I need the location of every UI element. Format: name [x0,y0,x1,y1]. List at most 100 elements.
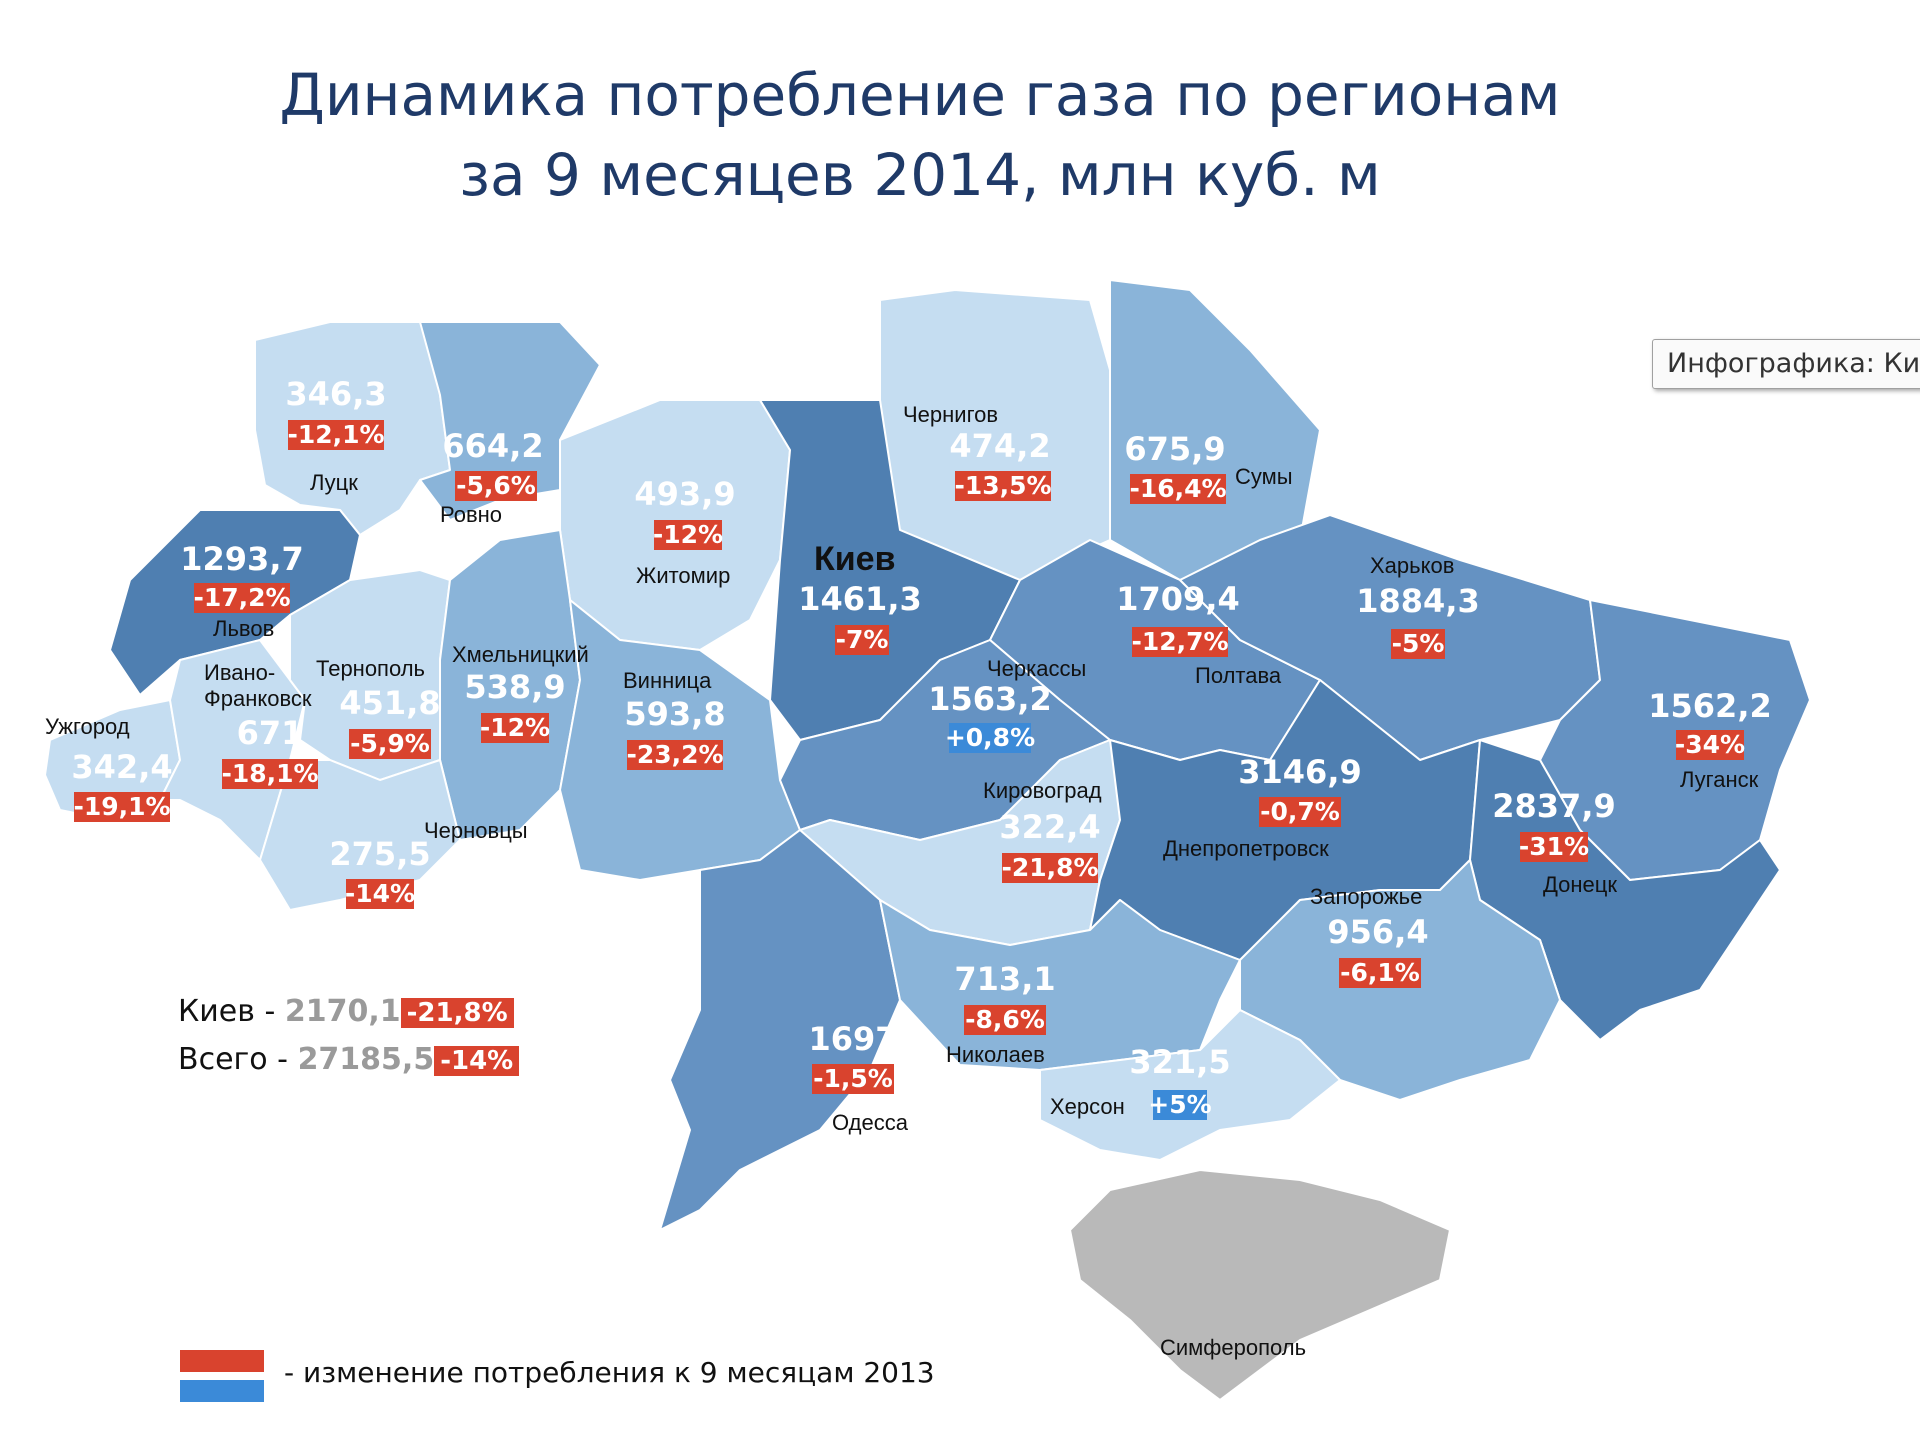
change-badge [1520,832,1588,862]
change-badge [222,759,318,789]
change-badge-text: +0,8% [945,723,1035,752]
change-badge [627,740,723,770]
change-badge-text: -12,7% [1131,627,1228,656]
region-value: 451,8 [339,684,440,722]
city-label: Харьков [1370,553,1454,578]
change-badge [955,471,1051,501]
region-value: 538,9 [464,668,565,706]
change-badge-text: -14% [345,879,415,908]
change-badge-text: -18,1% [221,759,318,788]
change-badge-text: -12,1% [287,420,384,449]
city-label: Тернополь [316,656,425,681]
city-label: Николаев [946,1042,1045,1067]
city-label: Ужгород [45,714,130,739]
infographic-tooltip: Инфографика: Ки [1652,339,1920,389]
legend-swatch-increase [180,1380,264,1402]
city-label: Винница [623,668,712,693]
change-badge-text: +5% [1148,1090,1211,1119]
region-24 [1039,1009,1341,1161]
change-badge [74,792,170,822]
change-badge-text: -16,4% [1129,474,1226,503]
city-label: Херсон [1050,1094,1125,1119]
city-label: Запорожье [1310,884,1422,909]
region-value: 1563,2 [928,680,1051,718]
summary-total-change: -14% [434,1046,520,1076]
change-badge [455,471,537,501]
region-value: 1709,4 [1116,580,1239,618]
change-badge-text: -13,5% [954,471,1051,500]
city-label: Черновцы [424,818,528,843]
map-title: Динамика потребление газа по регионам за… [0,55,1840,215]
city-label: Чернигов [903,402,998,427]
change-badge-text: -6,1% [1340,958,1420,987]
change-badge-text: -31% [1519,832,1589,861]
legend-text: - изменение потребления к 9 месяцам 2013 [284,1356,935,1389]
region-22 [659,829,901,1231]
change-badge-text: -8,6% [965,1005,1045,1034]
change-badge-text: -34% [1675,730,1745,759]
city-label: Черкассы [987,656,1086,681]
city-label: Франковск [204,686,312,711]
change-badge-text: -17,2% [193,583,290,612]
city-label: Киев [814,540,895,578]
city-label: Симферополь [1160,1335,1306,1360]
change-badge [481,713,549,743]
change-badge-text: -5,9% [350,729,430,758]
title-line-2: за 9 месяцев 2014, млн куб. м [459,141,1381,209]
city-label: Хмельницкий [452,642,589,667]
city-label: Одесса [832,1110,909,1135]
city-label: Ровно [440,502,502,527]
region-labels: Луцк 346,3 -12,1% Ровно 664,2 -5,6% Житомир 493… [45,375,1772,1360]
change-badge [1130,474,1226,504]
summary-total-value: 27185,5 [297,1042,435,1077]
change-badge [1676,730,1744,760]
region-value: 1562,2 [1648,687,1771,725]
city-label: Львов [213,616,274,641]
change-badge [1002,853,1098,883]
title-line-1: Динамика потребление газа по регионам [279,61,1561,129]
city-label: Луганск [1680,767,1759,792]
change-badge-text: -1,5% [813,1064,893,1093]
city-label: Житомир [636,563,730,588]
change-badge-text: -23,2% [626,740,723,769]
region-value: 2837,9 [1492,787,1615,825]
city-label: Донецк [1543,872,1617,897]
summary-kiev-change: -21,8% [400,998,514,1028]
region-value: 671 [237,714,304,752]
change-badge [1259,797,1341,827]
change-badge [194,583,290,613]
city-label: Сумы [1235,464,1293,489]
change-badge-text: -5% [1392,629,1445,658]
city-label: Днепропетровск [1163,836,1329,861]
change-badge [812,1064,894,1094]
region-value: 322,4 [999,808,1100,846]
region-value: 1697 [808,1020,897,1058]
region-value: 474,2 [949,427,1050,465]
change-badge [1132,627,1228,657]
region-value: 275,5 [329,835,430,873]
city-label: Ивано- [204,660,275,685]
change-badge-text: -12% [653,520,723,549]
region-value: 1461,3 [798,580,921,618]
region-25 [1069,1169,1451,1401]
change-badge-text: -0,7% [1260,797,1340,826]
change-badge [1153,1090,1207,1120]
change-badge [964,1005,1046,1035]
region-value: 493,9 [634,475,735,513]
summary-kiev-value: 2170,1 [284,994,401,1029]
city-label: Полтава [1195,663,1282,688]
change-badge-text: -21,8% [1001,853,1098,882]
change-badge-text: -5,6% [456,471,536,500]
change-badge [835,625,889,655]
change-badge-text: -19,1% [73,792,170,821]
change-badge [349,729,431,759]
region-value: 664,2 [442,427,543,465]
change-badge [346,879,414,909]
change-badge [1391,629,1445,659]
summary-kiev-row: Киев - 2170,1 -21,8% [178,992,514,1032]
region-value: 342,4 [71,748,172,786]
summary-total-label: Всего - [178,1042,289,1077]
region-value: 3146,9 [1238,753,1361,791]
change-badge [1339,958,1421,988]
